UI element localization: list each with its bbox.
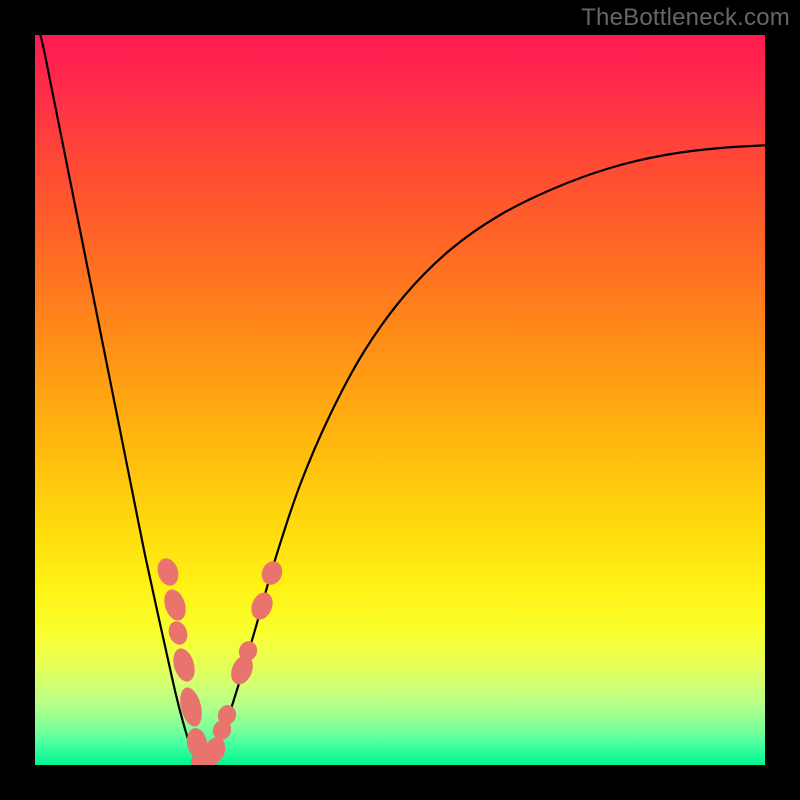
curve-right [204, 145, 771, 766]
curve-marker [258, 558, 286, 588]
curve-marker [170, 646, 199, 684]
watermark-text: TheBottleneck.com [581, 4, 790, 32]
plot-svg-layer [0, 0, 800, 800]
curve-marker [154, 556, 182, 589]
curve-marker [161, 587, 190, 624]
curve-marker [166, 619, 191, 647]
curve-marker [247, 589, 276, 622]
curve-marker [176, 685, 205, 729]
